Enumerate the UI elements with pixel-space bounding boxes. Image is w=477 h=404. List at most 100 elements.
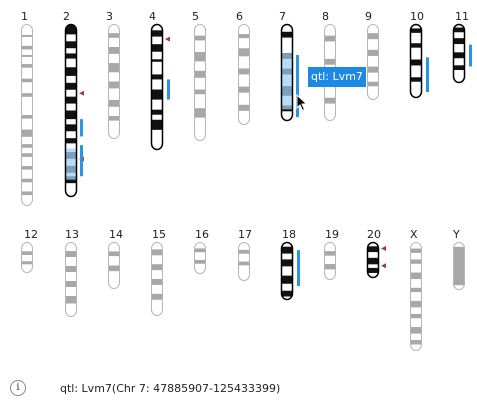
chromosome-label: 3 bbox=[106, 10, 113, 23]
band bbox=[410, 313, 422, 319]
band bbox=[410, 287, 422, 293]
chromosome-label: 20 bbox=[367, 228, 381, 241]
marker-arrow-icon[interactable] bbox=[165, 36, 170, 42]
band bbox=[65, 53, 77, 59]
chromosome-1[interactable] bbox=[21, 24, 33, 206]
band bbox=[453, 38, 465, 45]
chromosome-11[interactable] bbox=[452, 23, 466, 84]
chromosome-outline bbox=[453, 242, 465, 290]
chromosome-label: 8 bbox=[322, 10, 329, 23]
chromosome-17[interactable] bbox=[238, 242, 250, 281]
chromosome-outline bbox=[150, 23, 164, 151]
chromosome-outline bbox=[280, 241, 294, 301]
band bbox=[367, 267, 379, 273]
band bbox=[108, 116, 120, 121]
qtl-track[interactable] bbox=[426, 57, 429, 93]
band bbox=[21, 144, 33, 148]
chromosome-outline bbox=[410, 242, 422, 351]
chromosome-7[interactable] bbox=[280, 23, 294, 122]
band bbox=[65, 296, 77, 304]
band bbox=[453, 27, 465, 33]
band bbox=[194, 89, 206, 95]
qtl-track[interactable] bbox=[297, 250, 300, 287]
chromosome-14[interactable] bbox=[108, 242, 120, 289]
band bbox=[151, 89, 163, 100]
qtl-highlight bbox=[65, 148, 77, 180]
band bbox=[367, 49, 379, 56]
chromosome-10[interactable] bbox=[409, 23, 423, 99]
chromosome-label: 6 bbox=[236, 10, 243, 23]
band bbox=[21, 251, 33, 256]
chromosome-body bbox=[194, 242, 206, 274]
band bbox=[151, 264, 163, 271]
chromosome-19[interactable] bbox=[324, 242, 336, 280]
chromosome-label: 10 bbox=[410, 10, 424, 23]
marker-arrow-icon[interactable] bbox=[381, 245, 386, 251]
chromosome-label: 16 bbox=[195, 228, 209, 241]
chromosome-2[interactable] bbox=[64, 23, 78, 198]
chromosome-label: 15 bbox=[152, 228, 166, 241]
band bbox=[151, 30, 163, 37]
chromosome-outline bbox=[452, 23, 466, 84]
qtl-track[interactable] bbox=[80, 119, 83, 137]
marker-arrow-icon[interactable] bbox=[381, 263, 386, 269]
band bbox=[324, 251, 336, 256]
chromosome-outline bbox=[409, 23, 423, 99]
chromosome-label: 2 bbox=[63, 10, 70, 23]
chromosome-label: 4 bbox=[149, 10, 156, 23]
band bbox=[21, 129, 33, 137]
band bbox=[151, 59, 163, 62]
chromosome-label: X bbox=[410, 228, 418, 241]
chromosome-label: 9 bbox=[365, 10, 372, 23]
chromosome-x[interactable] bbox=[410, 242, 422, 351]
chromosome-4[interactable] bbox=[150, 23, 164, 151]
band bbox=[65, 124, 77, 132]
band bbox=[367, 81, 379, 87]
chromosome-6[interactable] bbox=[238, 24, 250, 125]
band bbox=[194, 35, 206, 41]
band bbox=[324, 97, 336, 104]
chromosome-20[interactable] bbox=[366, 241, 380, 279]
band bbox=[410, 77, 422, 82]
band bbox=[65, 176, 77, 184]
band bbox=[65, 41, 77, 49]
band bbox=[281, 246, 293, 254]
band bbox=[367, 257, 379, 265]
band bbox=[65, 138, 77, 144]
band bbox=[367, 246, 379, 253]
chromosome-18[interactable] bbox=[280, 241, 294, 301]
band bbox=[194, 70, 206, 78]
chromosome-outline bbox=[238, 242, 250, 281]
band bbox=[65, 67, 77, 76]
band bbox=[453, 246, 465, 286]
chromosome-label: 17 bbox=[238, 228, 252, 241]
band bbox=[21, 54, 33, 57]
chromosome-5[interactable] bbox=[194, 24, 206, 141]
chromosome-12[interactable] bbox=[21, 242, 33, 273]
qtl-track[interactable] bbox=[80, 145, 83, 177]
band bbox=[238, 261, 250, 266]
marker-arrow-icon[interactable] bbox=[79, 90, 84, 96]
band bbox=[453, 52, 465, 59]
qtl-track[interactable] bbox=[167, 79, 170, 100]
band bbox=[281, 275, 293, 284]
band bbox=[108, 33, 120, 38]
info-icon[interactable]: i bbox=[10, 380, 26, 396]
chromosome-15[interactable] bbox=[151, 242, 163, 316]
chromosome-16[interactable] bbox=[194, 242, 206, 274]
band bbox=[65, 266, 77, 272]
chromosome-3[interactable] bbox=[108, 24, 120, 139]
qtl-track[interactable] bbox=[296, 55, 299, 118]
chromosome-label: 18 bbox=[282, 228, 296, 241]
chromosome-13[interactable] bbox=[65, 242, 77, 317]
chromosome-outline bbox=[108, 24, 120, 139]
chromosome-y[interactable] bbox=[453, 242, 465, 290]
qtl-track[interactable] bbox=[469, 44, 472, 67]
chromosome-9[interactable] bbox=[367, 24, 379, 100]
band bbox=[65, 96, 77, 104]
chromosome-body bbox=[21, 242, 33, 273]
band bbox=[367, 33, 379, 40]
arrow-cursor-icon bbox=[296, 94, 308, 112]
band bbox=[21, 178, 33, 183]
band bbox=[151, 293, 163, 300]
